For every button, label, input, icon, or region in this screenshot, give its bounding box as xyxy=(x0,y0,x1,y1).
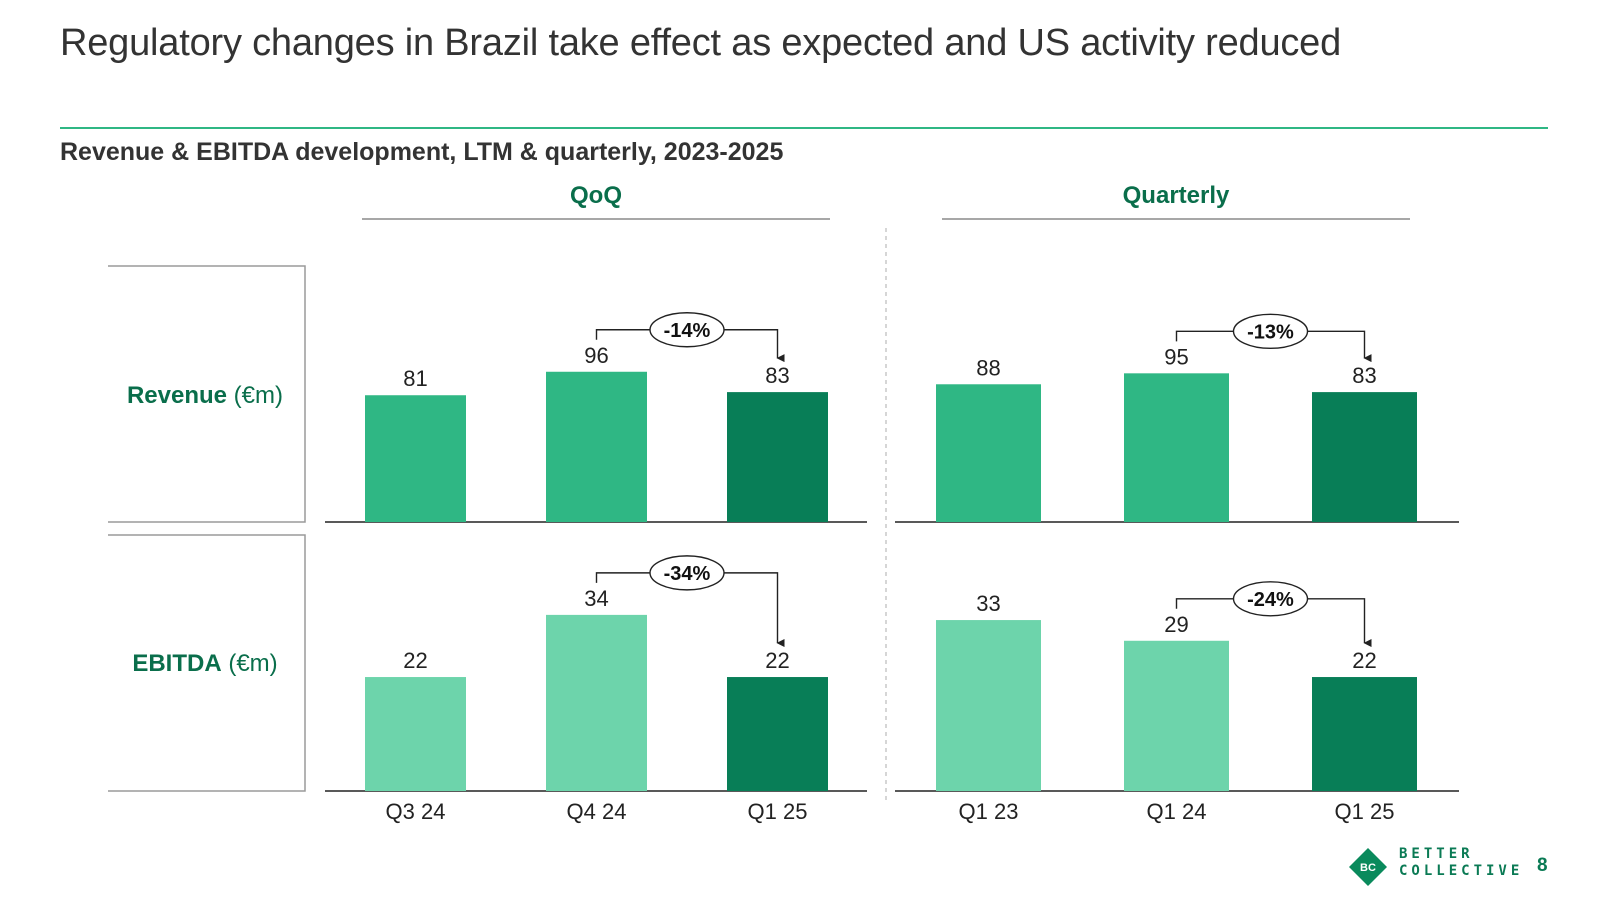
slide-title: Regulatory changes in Brazil take effect… xyxy=(60,22,1342,64)
row-label-frame-0 xyxy=(108,265,306,523)
bar-qoq-revenue-q4-24 xyxy=(546,371,647,522)
bar-value-label: 33 xyxy=(976,591,1000,616)
bar-value-label: 22 xyxy=(765,648,789,673)
bar-qoq-ebitda-q4-24 xyxy=(546,614,647,791)
bar-value-label: 81 xyxy=(403,366,427,391)
bar-value-label: 22 xyxy=(403,648,427,673)
x-tick-label: Q1 25 xyxy=(748,799,808,824)
bar-quarterly-ebitda-q1-23 xyxy=(936,620,1041,791)
bar-value-label: 22 xyxy=(1352,648,1376,673)
x-tick-label: Q1 23 xyxy=(959,799,1019,824)
change-badge xyxy=(1232,581,1309,617)
row-metric-label: EBITDA xyxy=(132,650,221,677)
bar-value-label: 95 xyxy=(1164,344,1188,369)
bar-quarterly-ebitda-q1-25 xyxy=(1312,677,1417,791)
change-badge xyxy=(649,312,725,348)
bar-quarterly-ebitda-q1-24 xyxy=(1124,640,1229,791)
panel-title-quarterly: Quarterly xyxy=(1123,182,1230,209)
bar-value-label: 34 xyxy=(584,586,608,611)
bar-qoq-ebitda-q1-25 xyxy=(727,677,828,791)
row-unit-label: (€m) xyxy=(222,650,278,677)
bar-quarterly-revenue-q1-23 xyxy=(936,384,1041,522)
x-tick-label: Q1 25 xyxy=(1335,799,1395,824)
row-unit-label: (€m) xyxy=(227,382,283,409)
title-divider xyxy=(60,127,1548,129)
x-tick-label: Q4 24 xyxy=(567,799,627,824)
row-metric-label: Revenue xyxy=(127,382,227,409)
bar-qoq-revenue-q3-24 xyxy=(365,395,466,522)
change-badge-label: -34% xyxy=(664,563,711,585)
row-label-revenue: Revenue (€m) xyxy=(127,382,283,409)
better-collective-logo: BC BETTER COLLECTIVE xyxy=(1349,846,1549,886)
logo-mark-text: BC xyxy=(1360,862,1376,874)
change-badge xyxy=(1232,313,1309,350)
change-badge-label: -14% xyxy=(664,320,711,342)
bar-value-label: 29 xyxy=(1164,612,1188,637)
row-label-ebitda: EBITDA (€m) xyxy=(132,650,277,677)
bar-quarterly-revenue-q1-24 xyxy=(1124,373,1229,522)
x-tick-label: Q1 24 xyxy=(1147,799,1207,824)
row-label-frame-1 xyxy=(108,534,306,792)
x-tick-label: Q3 24 xyxy=(386,799,446,824)
bar-qoq-revenue-q1-25 xyxy=(727,392,828,522)
bar-value-label: 96 xyxy=(584,343,608,368)
page-number: 8 xyxy=(1537,855,1548,876)
change-badge-label: -13% xyxy=(1247,321,1294,343)
bar-value-label: 88 xyxy=(976,355,1000,380)
bar-value-label: 83 xyxy=(765,363,789,388)
bc-diamond-icon: BC xyxy=(1349,848,1387,886)
logo-line-2: COLLECTIVE xyxy=(1399,863,1524,879)
bar-quarterly-revenue-q1-25 xyxy=(1312,392,1417,522)
bar-qoq-ebitda-q3-24 xyxy=(365,677,466,791)
change-badge xyxy=(649,555,725,591)
change-badge-label: -24% xyxy=(1247,589,1294,611)
logo-line-1: BETTER xyxy=(1399,846,1474,862)
panel-title-qoq: QoQ xyxy=(570,182,622,209)
bar-value-label: 83 xyxy=(1352,363,1376,388)
slide-subtitle: Revenue & EBITDA development, LTM & quar… xyxy=(60,138,784,166)
